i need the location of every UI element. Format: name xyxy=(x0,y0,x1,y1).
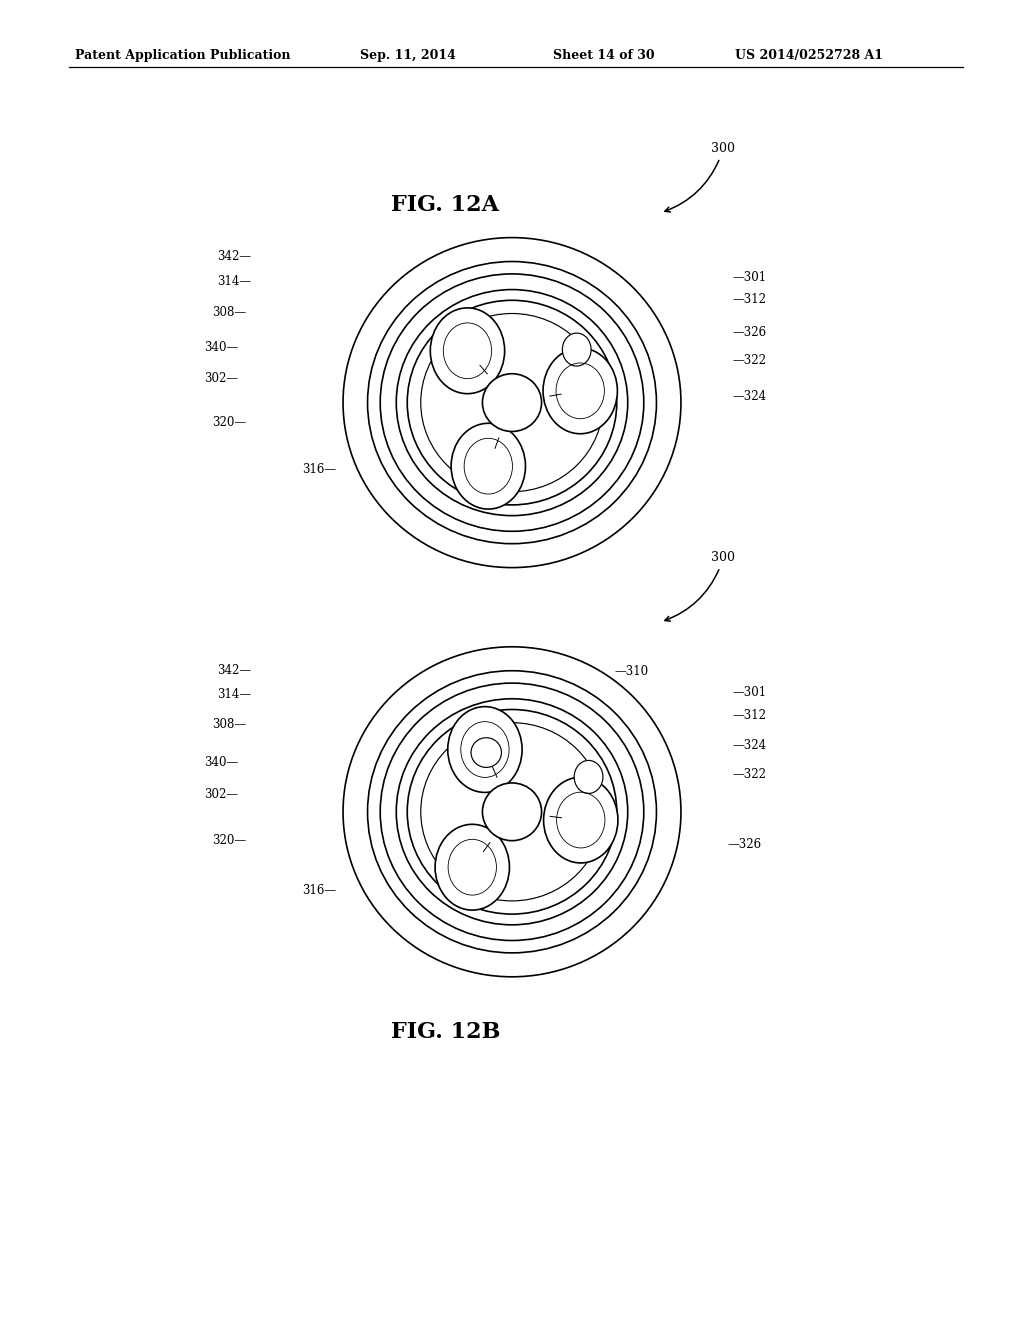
Text: —301: —301 xyxy=(732,271,766,284)
Text: 316—: 316— xyxy=(302,884,336,898)
Text: —310: —310 xyxy=(614,665,648,678)
Text: FIG. 12A: FIG. 12A xyxy=(391,194,500,215)
Text: 308—: 308— xyxy=(212,306,246,319)
Text: 314—: 314— xyxy=(217,688,251,701)
Text: US 2014/0252728 A1: US 2014/0252728 A1 xyxy=(735,49,884,62)
Ellipse shape xyxy=(396,289,628,516)
Text: Patent Application Publication: Patent Application Publication xyxy=(75,49,290,62)
Text: 302—: 302— xyxy=(205,788,239,801)
Ellipse shape xyxy=(408,301,616,504)
Ellipse shape xyxy=(435,824,509,909)
Ellipse shape xyxy=(396,698,628,925)
Ellipse shape xyxy=(408,710,616,913)
Ellipse shape xyxy=(421,314,603,492)
Text: 302—: 302— xyxy=(205,372,239,385)
Ellipse shape xyxy=(368,671,656,953)
Text: 340—: 340— xyxy=(205,756,239,770)
Ellipse shape xyxy=(562,333,591,366)
Ellipse shape xyxy=(471,738,502,767)
Text: 340—: 340— xyxy=(205,341,239,354)
Text: —326: —326 xyxy=(732,326,766,339)
Text: —312: —312 xyxy=(732,293,766,306)
Ellipse shape xyxy=(421,723,603,902)
Ellipse shape xyxy=(430,308,505,393)
Text: —301: —301 xyxy=(732,686,766,700)
Text: 314—: 314— xyxy=(217,275,251,288)
Ellipse shape xyxy=(368,261,656,544)
Text: 300: 300 xyxy=(665,143,735,213)
Ellipse shape xyxy=(447,706,522,792)
Text: 316—: 316— xyxy=(302,463,336,477)
Text: 308—: 308— xyxy=(212,718,246,731)
Ellipse shape xyxy=(543,348,617,434)
Ellipse shape xyxy=(482,783,542,841)
Text: —324: —324 xyxy=(732,389,766,403)
Text: Sep. 11, 2014: Sep. 11, 2014 xyxy=(360,49,457,62)
Text: 342—: 342— xyxy=(217,249,251,263)
Ellipse shape xyxy=(574,760,603,793)
Ellipse shape xyxy=(452,424,525,510)
Text: 320—: 320— xyxy=(212,416,246,429)
Text: 320—: 320— xyxy=(212,834,246,847)
Text: 342—: 342— xyxy=(217,664,251,677)
Text: Sheet 14 of 30: Sheet 14 of 30 xyxy=(553,49,654,62)
Text: 300: 300 xyxy=(665,552,735,622)
Text: —326: —326 xyxy=(727,838,761,851)
Text: FIG. 12B: FIG. 12B xyxy=(391,1022,500,1043)
Text: —324: —324 xyxy=(732,739,766,752)
Text: —322: —322 xyxy=(732,354,766,367)
Text: —312: —312 xyxy=(732,709,766,722)
Text: —322: —322 xyxy=(732,768,766,781)
Ellipse shape xyxy=(482,374,542,432)
Ellipse shape xyxy=(544,777,617,863)
